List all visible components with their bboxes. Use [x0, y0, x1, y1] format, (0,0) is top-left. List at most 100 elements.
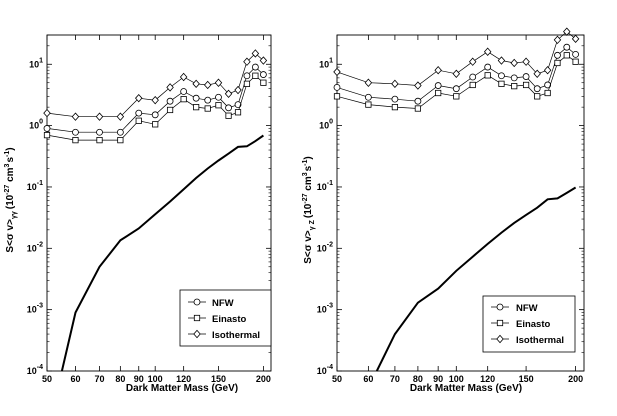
point-einasto: [572, 58, 579, 65]
x-tick-label: 60: [70, 374, 80, 384]
point-einasto: [204, 105, 211, 112]
point-isothermal: [510, 58, 518, 68]
y-title-unit-exp1: -27: [302, 193, 309, 203]
point-isothermal: [533, 69, 541, 78]
point-einasto: [152, 121, 159, 128]
y-title-unit-a: (10: [303, 203, 314, 218]
y-tick-label: 10-4: [317, 364, 333, 376]
point-isothermal: [192, 79, 200, 89]
y-title-unit-b: cm: [5, 167, 16, 184]
x-tick-label: 100: [148, 374, 163, 384]
legend-label-isothermal-left: Isothermal: [212, 330, 260, 341]
y-tick-exponent: -3: [37, 303, 43, 310]
point-nfw: [225, 104, 232, 112]
point-isothermal: [224, 89, 233, 99]
point-nfw: [251, 63, 259, 71]
point-isothermal: [135, 93, 143, 103]
y-tick-exponent: -1: [327, 180, 333, 187]
y-tick-label: 10-3: [27, 303, 43, 315]
legend-markers-left: [188, 298, 206, 339]
y-title-pre: S: [303, 257, 314, 264]
y-tick-base: 10: [27, 366, 37, 376]
y-tick-base: 10: [317, 305, 327, 315]
point-isothermal: [333, 67, 341, 77]
legend-marker-isothermal: [193, 329, 201, 339]
y-tick-base: 10: [29, 121, 39, 131]
point-nfw: [135, 109, 143, 117]
x-tick-labels-left: 50 60 70 80 90 100 120 150 200: [42, 374, 271, 384]
point-einasto: [333, 93, 341, 100]
x-tick-label: 200: [256, 374, 271, 384]
point-nfw: [414, 97, 422, 105]
y-tick-label: 101: [29, 57, 43, 69]
series-line-sensitivity: [60, 134, 264, 372]
x-tick-label: 120: [176, 374, 191, 384]
y-tick-exponent: -2: [37, 241, 43, 248]
y-tick-base: 10: [317, 182, 327, 192]
point-einasto: [215, 102, 222, 109]
legend-label-einasto-left: Einasto: [212, 314, 247, 325]
point-nfw: [215, 93, 222, 101]
point-nfw: [469, 73, 477, 81]
point-isothermal: [364, 78, 373, 87]
point-nfw: [391, 95, 399, 103]
x-tick-label: 90: [134, 374, 144, 384]
point-isothermal: [151, 95, 159, 105]
point-nfw: [151, 111, 159, 119]
y-tick-exponent: 1: [329, 57, 333, 64]
point-einasto: [72, 137, 79, 144]
x-tick-label: 80: [413, 374, 423, 384]
point-einasto: [511, 83, 518, 90]
y-tick-exponent: -1: [37, 180, 43, 187]
y-title-unit-c: s: [5, 157, 16, 163]
y-title-unit-exp2: 3: [302, 172, 309, 176]
y-title-unit-exp3: -1: [4, 151, 11, 157]
point-einasto: [484, 72, 491, 79]
point-isothermal: [497, 56, 506, 65]
legend-marker-einasto: [496, 319, 504, 327]
y-tick-exponent: 0: [329, 119, 333, 126]
y-title-unit-c: s: [303, 165, 314, 171]
point-nfw: [166, 97, 174, 105]
y-title-sub: γ Z: [309, 219, 316, 230]
point-isothermal: [543, 66, 552, 75]
y-axis-title-right: S<σ v>γ Z(10-27 cm3s-1): [302, 156, 316, 264]
legend-marker-einasto: [193, 314, 201, 322]
point-einasto: [166, 106, 174, 114]
x-tick-label: 60: [363, 374, 373, 384]
point-isothermal: [563, 27, 571, 36]
legend-label-nfw-right: NFW: [516, 303, 538, 314]
y-tick-base: 10: [317, 243, 327, 253]
y-tick-exponent: -4: [37, 364, 43, 371]
y-title-sym: <σ v>: [303, 230, 314, 257]
y-tick-label: 10-1: [317, 180, 333, 192]
point-isothermal: [71, 112, 80, 121]
legend-marker-isothermal: [496, 334, 504, 344]
legend-marker-nfw: [496, 303, 504, 311]
point-nfw: [259, 71, 267, 78]
point-einasto: [365, 101, 372, 108]
y-tick-label: 10-4: [27, 364, 43, 376]
series-line-sensitivity: [375, 186, 577, 372]
legend-label-isothermal-right: Isothermal: [516, 335, 564, 346]
point-einasto: [243, 80, 251, 87]
point-isothermal: [243, 57, 251, 66]
legend-right: NFW Einasto Isothermal: [482, 295, 576, 353]
y-tick-base: 10: [319, 59, 329, 69]
point-isothermal: [234, 85, 242, 95]
point-isothermal: [452, 69, 461, 78]
x-axis-title-right: Dark Matter Mass (GeV): [410, 383, 522, 394]
y-tick-base: 10: [27, 182, 37, 192]
point-isothermal: [553, 35, 562, 45]
y-axis-title-left: S<σ v>γγ (10-27 cm3s-1): [4, 147, 18, 252]
point-nfw: [243, 72, 251, 80]
point-einasto: [234, 109, 242, 116]
point-isothermal: [414, 81, 422, 90]
point-nfw: [43, 125, 51, 132]
y-title-unit-exp2: 3: [4, 163, 11, 167]
point-nfw: [510, 74, 518, 82]
legend-markers-right: [491, 303, 509, 344]
